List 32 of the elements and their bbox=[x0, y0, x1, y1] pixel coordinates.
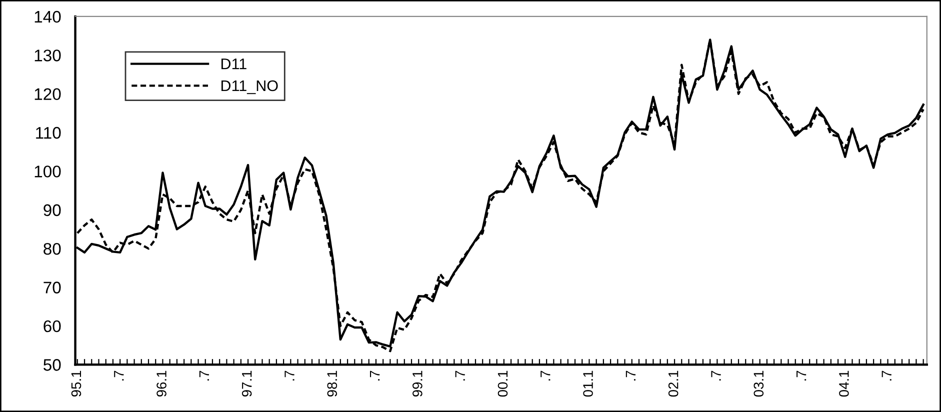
x-tick-label: .7 bbox=[540, 370, 550, 380]
x-tick-label: .7 bbox=[882, 370, 892, 380]
x-tick-label: .7 bbox=[199, 370, 209, 380]
x-tick-label: .7 bbox=[455, 370, 465, 380]
y-tick-label: 60 bbox=[44, 320, 61, 332]
x-tick-label: 96.1 bbox=[156, 370, 166, 397]
y-tick-label: 50 bbox=[44, 359, 61, 371]
x-tick-label: 03.1 bbox=[754, 370, 764, 397]
x-tick-label: 04.1 bbox=[839, 370, 849, 397]
y-tick-label: 120 bbox=[34, 88, 61, 100]
x-tick-label: .7 bbox=[626, 370, 636, 380]
legend-label: D11_NO bbox=[221, 80, 278, 94]
y-tick-label: 70 bbox=[44, 282, 61, 294]
x-tick-label: 97.1 bbox=[242, 370, 252, 397]
x-tick-label: 01.1 bbox=[583, 370, 593, 397]
y-tick-label: 80 bbox=[44, 242, 61, 255]
y-tick-label: 100 bbox=[34, 166, 61, 178]
x-tick-label: 99.1 bbox=[412, 370, 422, 397]
x-tick-label: .7 bbox=[114, 370, 124, 380]
x-tick-label: 02.1 bbox=[668, 370, 678, 397]
x-tick-label: .7 bbox=[370, 370, 380, 380]
legend-label: D11 bbox=[221, 58, 246, 70]
x-tick-label: 98.1 bbox=[327, 370, 338, 397]
x-tick-label: .7 bbox=[796, 370, 806, 380]
x-tick-label: .7 bbox=[284, 370, 294, 380]
y-tick-label: 130 bbox=[34, 50, 61, 62]
x-tick-label: .7 bbox=[711, 370, 721, 380]
y-tick-label: 140 bbox=[34, 10, 61, 23]
x-tick-label: 00.1 bbox=[498, 370, 508, 397]
x-tick-label: 95.1 bbox=[71, 370, 82, 397]
y-tick-label: 110 bbox=[36, 126, 61, 139]
y-tick-label: 90 bbox=[44, 204, 61, 216]
